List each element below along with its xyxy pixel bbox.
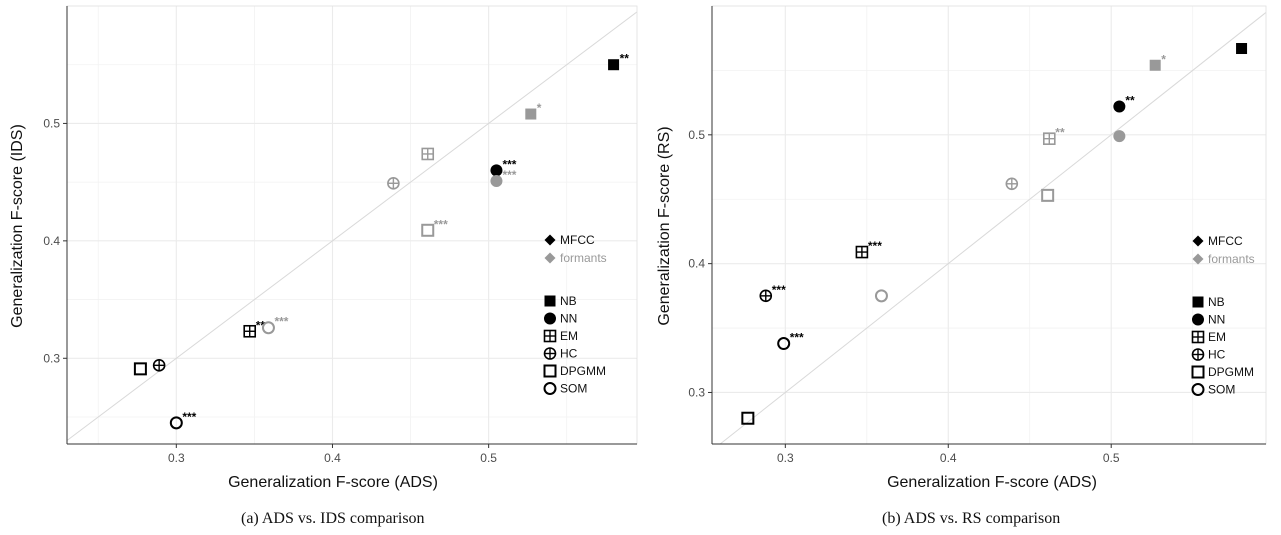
legend-key-nb xyxy=(544,295,556,307)
legend: MFCC formants NB NN EM HC DPGMM SOM xyxy=(543,233,607,396)
significance-label: ** xyxy=(1125,93,1135,107)
y-tick-label: 0.4 xyxy=(688,257,705,271)
point-mfcc-nn xyxy=(490,164,503,177)
legend-label: NN xyxy=(1208,313,1225,327)
y-axis-title: Generalization F-score (IDS) xyxy=(9,124,26,328)
point-formants-nb xyxy=(525,108,537,120)
significance-label: *** xyxy=(182,410,196,424)
significance-label: *** xyxy=(868,239,882,253)
legend-label: MFCC xyxy=(560,233,595,247)
point-formants-hc xyxy=(1005,177,1019,191)
x-axis-title: Generalization F-score (ADS) xyxy=(228,474,438,491)
x-tick-label: 0.4 xyxy=(324,451,341,465)
y-tick-label: 0.5 xyxy=(688,128,705,142)
y-tick-label: 0.4 xyxy=(43,234,60,248)
significance-label: *** xyxy=(274,315,288,329)
diagonal-line xyxy=(66,11,638,441)
caption-a: (a) ADS vs. IDS comparison xyxy=(241,510,425,527)
legend-label: MFCC xyxy=(1208,234,1243,248)
legend-key-nn xyxy=(1192,313,1204,326)
x-axis-title: Generalization F-score (ADS) xyxy=(887,474,1097,491)
point-formants-em xyxy=(421,147,435,161)
caption-b: (b) ADS vs. RS comparison xyxy=(882,510,1061,527)
legend-label: HC xyxy=(1208,348,1226,362)
significance-label: *** xyxy=(502,168,516,182)
legend-key-em xyxy=(543,329,557,343)
significance-label: *** xyxy=(790,331,804,345)
legend-label: formants xyxy=(560,251,607,265)
legend-key-em xyxy=(1191,330,1205,344)
legend-key-dpgmm xyxy=(1191,365,1205,379)
point-formants-em xyxy=(1042,132,1056,145)
legend-key-mfcc xyxy=(544,234,556,246)
legend-key-nb xyxy=(1192,296,1204,308)
point-mfcc-hc xyxy=(759,289,773,303)
legend-key-formants xyxy=(544,252,556,264)
legend-label: HC xyxy=(560,347,578,361)
significance-label: *** xyxy=(434,217,448,231)
point-formants-nb xyxy=(1149,59,1161,71)
plot-area xyxy=(67,6,637,444)
legend: MFCC formants NB NN EM HC DPGMM SOM xyxy=(1191,234,1255,397)
legend-key-dpgmm xyxy=(543,364,557,378)
legend-key-nn xyxy=(544,312,556,325)
y-axis-title: Generalization F-score (RS) xyxy=(656,126,673,325)
plot-area xyxy=(712,6,1266,444)
legend-key-som xyxy=(1191,383,1205,396)
point-formants-dpgmm xyxy=(421,223,435,237)
panel-a: 0.3 0.4 0.5 0.3 0.4 0.5 Generalization F-score… xyxy=(9,5,638,491)
point-mfcc-dpgmm xyxy=(133,362,147,376)
legend-key-formants xyxy=(1192,253,1204,265)
point-mfcc-nb xyxy=(1236,43,1248,55)
legend-key-som xyxy=(543,382,557,395)
legend-label: EM xyxy=(1208,330,1226,344)
legend-label: DPGMM xyxy=(1208,365,1254,379)
point-mfcc-nb xyxy=(608,59,620,71)
point-formants-hc xyxy=(387,177,400,190)
legend-key-hc xyxy=(543,347,557,360)
point-mfcc-nn xyxy=(1113,100,1126,113)
significance-label: *** xyxy=(502,157,516,171)
point-mfcc-em xyxy=(855,245,869,259)
legend-label: NB xyxy=(560,294,577,308)
y-tick-label: 0.3 xyxy=(688,385,705,399)
y-tick-label: 0.5 xyxy=(43,116,60,130)
point-mfcc-em xyxy=(243,324,257,338)
legend-label: formants xyxy=(1208,252,1255,266)
legend-label: SOM xyxy=(560,382,587,396)
point-formants-nn xyxy=(1113,130,1126,143)
point-mfcc-som xyxy=(169,416,183,430)
x-tick-label: 0.3 xyxy=(777,451,794,465)
legend-label: NN xyxy=(560,312,577,326)
x-tick-label: 0.3 xyxy=(168,451,185,465)
legend-label: EM xyxy=(560,329,578,343)
legend-label: SOM xyxy=(1208,383,1235,397)
x-tick-label: 0.5 xyxy=(480,451,497,465)
legend-label: DPGMM xyxy=(560,364,606,378)
legend-key-hc xyxy=(1191,348,1205,361)
point-formants-dpgmm xyxy=(1041,188,1055,202)
point-mfcc-dpgmm xyxy=(741,411,755,425)
diagonal-line xyxy=(719,12,1267,445)
significance-label: * xyxy=(1161,52,1166,66)
point-mfcc-som xyxy=(777,337,791,351)
point-formants-som xyxy=(874,289,888,303)
panel-b: 0.3 0.4 0.5 0.3 0.4 0.5 Generalization F-score… xyxy=(656,5,1267,491)
point-mfcc-hc xyxy=(152,359,166,372)
legend-key-mfcc xyxy=(1192,235,1204,247)
significance-label: ** xyxy=(256,318,266,332)
x-tick-label: 0.5 xyxy=(1103,451,1120,465)
x-tick-label: 0.4 xyxy=(940,451,957,465)
significance-label: *** xyxy=(772,283,786,297)
legend-label: NB xyxy=(1208,295,1225,309)
point-formants-som xyxy=(261,321,275,335)
point-formants-nn xyxy=(490,174,503,187)
y-tick-label: 0.3 xyxy=(43,351,60,365)
significance-label: ** xyxy=(1055,126,1065,140)
significance-label: ** xyxy=(620,52,630,66)
significance-label: * xyxy=(537,101,542,115)
